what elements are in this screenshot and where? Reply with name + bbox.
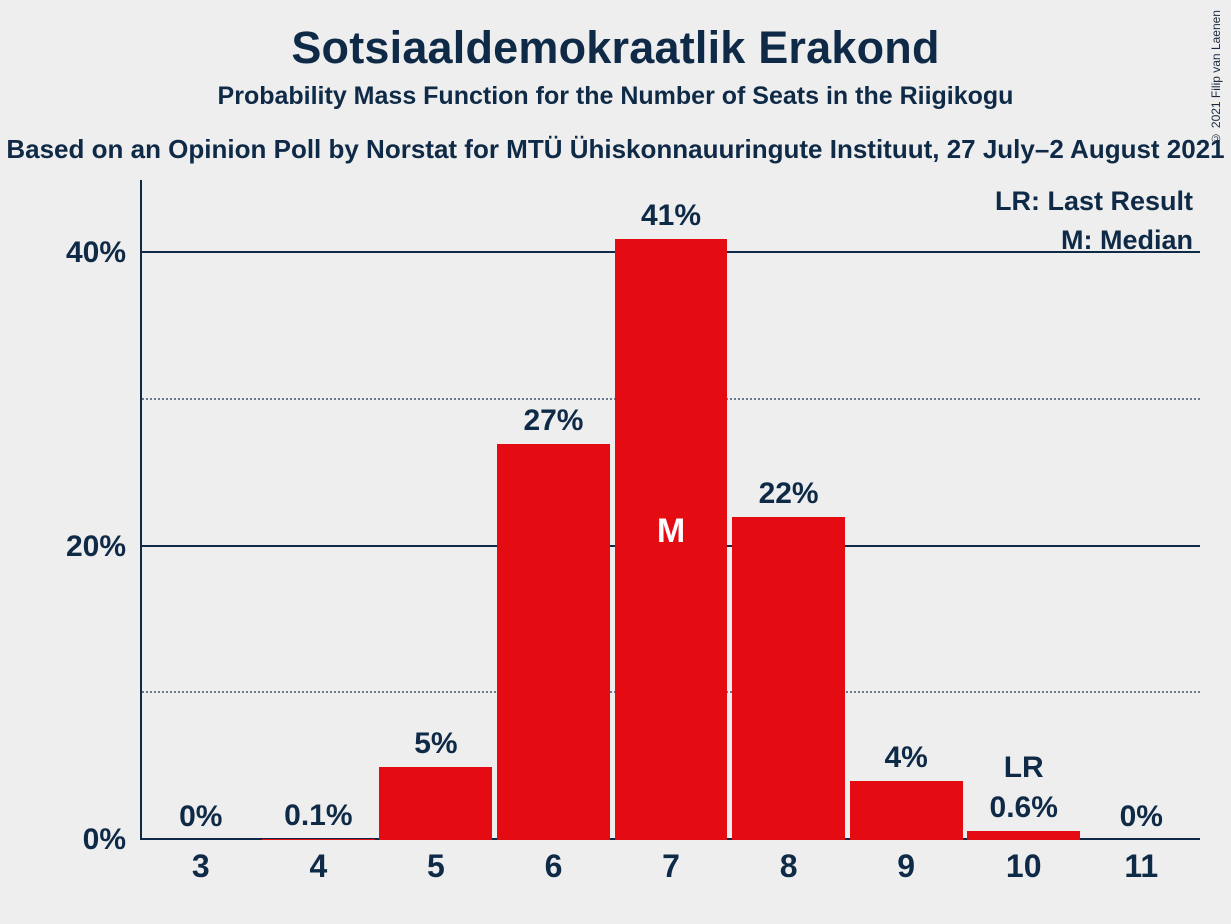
- bar: [262, 839, 375, 840]
- bar-value-label: 0%: [142, 800, 260, 834]
- x-tick-label: 11: [1083, 848, 1201, 885]
- bar-slot: 0.1%: [260, 180, 378, 840]
- x-tick-label: 4: [260, 848, 378, 885]
- bar: [732, 517, 845, 840]
- x-tick-label: 6: [495, 848, 613, 885]
- bar-slot: 41% M: [612, 180, 730, 840]
- chart-subtitle: Probability Mass Function for the Number…: [0, 82, 1231, 111]
- bar-value-label: 0%: [1083, 800, 1201, 834]
- bar-slot: 22%: [730, 180, 848, 840]
- bar: [379, 767, 492, 840]
- bar-value-label: 4%: [847, 741, 965, 775]
- chart-source: Based on an Opinion Poll by Norstat for …: [0, 134, 1231, 165]
- bar-value-label: 5%: [377, 727, 495, 761]
- bar: [967, 831, 1080, 840]
- bar-value-label: 27%: [495, 404, 613, 438]
- x-axis-labels: 34567891011: [142, 848, 1200, 885]
- bar-slot: 4%: [847, 180, 965, 840]
- bar-value-label: 0.6%: [965, 791, 1083, 825]
- chart-canvas: © 2021 Filip van Laenen Sotsiaaldemokraa…: [0, 0, 1231, 924]
- bars-group: 0%0.1%5%27%41%M22%4%LR0.6%0%: [142, 180, 1200, 840]
- plot-area: 0%20%40% 0%0.1%5%27%41%M22%4%LR0.6%0%: [140, 180, 1200, 840]
- bar-value-label: 22%: [730, 477, 848, 511]
- bar-value-label: 41%: [612, 199, 730, 233]
- last-result-marker: LR: [965, 751, 1083, 785]
- bar-slot: LR 0.6%: [965, 180, 1083, 840]
- bar-slot: 0%: [1083, 180, 1201, 840]
- bar-slot: 0%: [142, 180, 260, 840]
- y-tick-label: 20%: [66, 530, 140, 564]
- y-tick-label: 40%: [66, 236, 140, 270]
- y-tick-label: 0%: [83, 823, 140, 857]
- bar-value-label: 0.1%: [260, 799, 378, 833]
- median-marker: M: [612, 512, 730, 551]
- x-tick-label: 7: [612, 848, 730, 885]
- bar-slot: 27%: [495, 180, 613, 840]
- x-tick-label: 5: [377, 848, 495, 885]
- x-tick-label: 8: [730, 848, 848, 885]
- chart-title: Sotsiaaldemokraatlik Erakond: [0, 22, 1231, 74]
- x-tick-label: 9: [847, 848, 965, 885]
- bar-slot: 5%: [377, 180, 495, 840]
- x-tick-label: 10: [965, 848, 1083, 885]
- x-tick-label: 3: [142, 848, 260, 885]
- bar: [497, 444, 610, 840]
- bar: [850, 781, 963, 840]
